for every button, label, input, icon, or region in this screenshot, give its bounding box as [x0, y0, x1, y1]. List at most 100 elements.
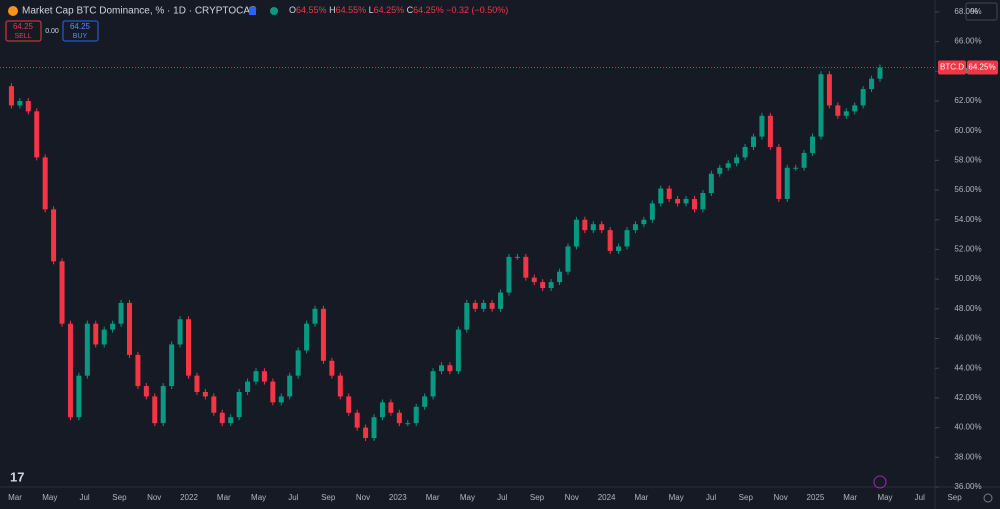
x-tick-label: Mar — [426, 493, 440, 502]
x-tick-label: 2023 — [389, 493, 407, 502]
x-tick-label: 2022 — [180, 493, 198, 502]
x-tick-label: Mar — [217, 493, 231, 502]
sell-button[interactable] — [5, 20, 42, 42]
buy-button[interactable] — [62, 20, 99, 42]
candle-body — [751, 136, 757, 147]
candle-body — [506, 256, 512, 293]
symbol-icon — [8, 6, 18, 16]
candle-body — [498, 292, 504, 309]
candle-body — [725, 163, 731, 168]
candle-body — [767, 115, 773, 147]
y-tick-label: 62.00% — [954, 96, 981, 105]
candle-body — [194, 375, 200, 392]
candle-body — [523, 256, 529, 278]
candle-body — [843, 111, 849, 116]
symbol-tag — [938, 60, 966, 75]
y-tick-label: 38.00% — [954, 452, 981, 461]
x-tick-label: Sep — [112, 493, 127, 502]
candle-body — [337, 375, 343, 397]
candle-body — [160, 386, 166, 424]
candle-body — [565, 246, 571, 272]
candle-body — [624, 230, 630, 247]
settings-icon[interactable] — [983, 493, 993, 503]
status-dot — [270, 7, 278, 15]
candle-body — [211, 396, 217, 413]
x-tick-label: May — [42, 493, 57, 502]
candle-body — [439, 365, 444, 372]
x-tick-label: May — [877, 493, 892, 502]
x-tick-label: Nov — [147, 493, 161, 502]
chart-title: Market Cap BTC Dominance, % · 1D · CRYPT… — [22, 6, 257, 17]
candle-body — [354, 412, 360, 428]
candle-body — [295, 350, 301, 376]
candle-body — [590, 224, 596, 231]
x-tick-label: Jul — [288, 493, 298, 502]
candle-body — [455, 329, 461, 372]
event-icon[interactable] — [873, 475, 887, 489]
candle-body — [261, 371, 267, 382]
ohlc-change: −0.32 (−0.50%) — [446, 5, 508, 15]
candle-body — [236, 391, 242, 418]
buy-price: 64.25 — [70, 22, 91, 31]
unit-button[interactable] — [965, 2, 998, 21]
x-tick-label: Nov — [565, 493, 579, 502]
candle-body — [759, 115, 765, 137]
candle-body — [17, 100, 23, 106]
flag-icon[interactable] — [249, 7, 256, 15]
y-tick-label: 56.00% — [954, 185, 981, 194]
candle-body — [793, 167, 799, 169]
candle-body — [691, 198, 697, 210]
candle-body — [118, 302, 124, 324]
candle-body — [135, 354, 141, 387]
candle-body — [548, 282, 554, 289]
candle-body — [582, 219, 588, 231]
candle-body — [717, 167, 723, 174]
candle-body — [59, 261, 65, 324]
candle-body — [371, 417, 377, 439]
x-tick-label: Sep — [947, 493, 962, 502]
ohlc-key: O — [289, 5, 296, 15]
y-tick-label: 42.00% — [954, 393, 981, 402]
price-tag — [967, 60, 998, 75]
y-tick-label: 68.00% — [954, 7, 981, 16]
candle-body — [245, 381, 251, 392]
x-tick-label: Jul — [497, 493, 507, 502]
x-tick-label: 2025 — [807, 493, 825, 502]
candle-body — [34, 111, 40, 158]
x-tick-label: May — [669, 493, 684, 502]
candle-body — [93, 323, 99, 345]
candle-body — [42, 157, 48, 210]
unit-label: % — [971, 7, 978, 16]
candle-body — [531, 277, 537, 283]
x-tick-label: Sep — [321, 493, 336, 502]
candle-body — [101, 329, 107, 345]
candle-body — [126, 302, 132, 355]
spread: 0.00 — [45, 28, 59, 35]
candle-body — [270, 381, 276, 403]
candle-body — [700, 193, 706, 210]
ohlc-value: 64.25% — [413, 5, 444, 15]
x-tick-label: Sep — [739, 493, 754, 502]
candle-body — [152, 396, 158, 424]
candle-body — [8, 86, 14, 106]
ohlc-value: 64.25% — [374, 5, 405, 15]
candle-body — [346, 396, 352, 413]
candle-body — [869, 78, 875, 90]
candle-body — [708, 173, 714, 194]
ohlc-text: O64.55% H64.55% L64.25% C64.25% −0.32 (−… — [289, 5, 508, 15]
x-tick-label: Nov — [356, 493, 370, 502]
candle-body — [396, 412, 402, 424]
x-tick-label: Mar — [635, 493, 649, 502]
candle-body — [177, 319, 183, 345]
candle-body — [641, 219, 647, 225]
x-tick-label: Mar — [8, 493, 22, 502]
candle-body — [320, 308, 326, 361]
candle-body — [675, 198, 681, 204]
candle-body — [489, 302, 495, 309]
candle-body — [776, 146, 782, 199]
candle-body — [826, 74, 832, 106]
y-tick-label: 52.00% — [954, 245, 981, 254]
candle-body — [540, 282, 546, 289]
y-tick-label: 48.00% — [954, 304, 981, 313]
